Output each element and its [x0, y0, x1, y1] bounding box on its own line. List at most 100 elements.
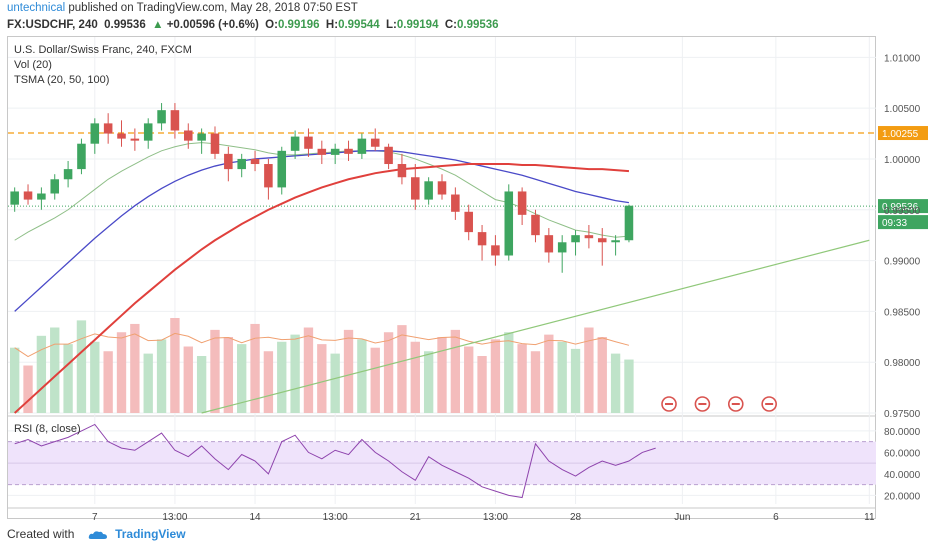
- candle-body: [184, 130, 193, 141]
- author-link[interactable]: untechnical: [7, 2, 66, 14]
- candle-body: [63, 169, 73, 180]
- candle-body: [304, 136, 313, 149]
- price-axis-badge: [878, 126, 928, 141]
- candle-body: [517, 191, 527, 215]
- chart-frame: [7, 36, 876, 519]
- rsi-tick-label: 60.0000: [884, 448, 921, 459]
- volume-bar: [170, 318, 180, 413]
- time-tick-label: 28: [570, 512, 582, 523]
- volume-bar: [624, 359, 634, 413]
- sma-line-2: [14, 163, 630, 414]
- volume-bar: [450, 329, 461, 413]
- volume-bar: [610, 353, 621, 413]
- time-tick-label: Jun: [674, 512, 690, 523]
- candle-body: [130, 138, 140, 141]
- candle-body: [344, 148, 353, 154]
- candle-body: [624, 205, 634, 241]
- volume-bar: [357, 339, 367, 413]
- price-change: +0.00596 (+0.6%): [166, 19, 259, 31]
- rsi-line: [14, 423, 656, 499]
- symbol-line: FX:USDCHF, 240 0.99536 ▲ +0.00596 (+0.6%…: [7, 19, 499, 31]
- volume-bar: [423, 351, 434, 413]
- price-tick-label: 0.98000: [884, 358, 921, 369]
- volume-bar: [63, 344, 73, 413]
- candle-body: [277, 150, 287, 188]
- volume-bar: [517, 344, 527, 413]
- open-value: 0.99196: [277, 19, 320, 31]
- candle-body: [504, 191, 514, 256]
- change-up-icon: ▲: [152, 19, 164, 31]
- volume-bar: [210, 329, 220, 413]
- candle-body: [584, 235, 594, 239]
- price-tick-label: 0.99500: [884, 206, 921, 217]
- volume-bar: [597, 337, 607, 413]
- candle-body: [437, 181, 447, 195]
- volume-bar: [544, 334, 554, 413]
- symbol-label: FX:USDCHF, 240: [7, 19, 98, 31]
- candle-body: [37, 193, 46, 200]
- candle-body: [557, 242, 567, 253]
- candle-body: [411, 177, 420, 200]
- candle-body: [597, 238, 607, 243]
- published-text: published on TradingView.com, May 28, 20…: [65, 2, 358, 14]
- candle-body: [370, 138, 380, 147]
- calendar-event-icon-mark: [765, 403, 774, 405]
- volume-bar: [410, 341, 420, 413]
- candle-body: [23, 191, 33, 200]
- volume-bar: [277, 341, 287, 413]
- open-label: O:: [265, 19, 278, 31]
- candle-body: [531, 214, 540, 236]
- calendar-event-icon-mark: [698, 403, 707, 405]
- volume-bar: [90, 341, 100, 413]
- candle-body: [157, 110, 166, 124]
- volume-bar: [397, 325, 407, 413]
- volume-bar: [10, 347, 20, 413]
- tradingview-brand[interactable]: TradingView: [115, 527, 186, 541]
- volume-bar: [383, 332, 394, 413]
- candle-body: [611, 240, 620, 243]
- time-tick-label: 13:00: [323, 512, 348, 523]
- time-tick-label: 7: [92, 512, 98, 523]
- tsma-legend: TSMA (20, 50, 100): [14, 74, 110, 86]
- volume-bar: [156, 339, 167, 413]
- time-tick-label: 13:00: [162, 512, 187, 523]
- candle-body: [264, 164, 273, 188]
- volume-bar: [50, 327, 60, 413]
- candle-body: [90, 123, 100, 144]
- candle-body: [491, 245, 500, 256]
- volume-bar: [490, 339, 501, 413]
- time-tick-label: 6: [773, 512, 779, 523]
- time-tick-label: 11: [864, 512, 875, 523]
- candle-body: [77, 143, 86, 170]
- volume-bar: [343, 329, 354, 413]
- price-tick-label: 0.97500: [884, 409, 921, 420]
- time-tick-label: 14: [249, 512, 261, 523]
- price-tick-label: 1.01000: [884, 53, 921, 64]
- volume-bar: [530, 351, 541, 413]
- volume-bar: [437, 337, 447, 413]
- price-axis-badge: [878, 199, 928, 214]
- volume-bar: [370, 347, 380, 413]
- footer: Created with TradingView: [7, 527, 186, 541]
- price-tick-label: 0.99000: [884, 257, 921, 268]
- candle-body: [544, 235, 554, 253]
- candle-body: [290, 136, 300, 151]
- created-with-label: Created with: [7, 527, 75, 541]
- volume-bar: [584, 327, 594, 413]
- volume-bar: [250, 323, 260, 413]
- candle-body: [143, 123, 153, 141]
- price-axis-badge-label: 1.00255: [882, 129, 919, 140]
- volume-bar: [103, 351, 113, 413]
- candle-body: [477, 232, 487, 246]
- volume-bar: [330, 353, 340, 413]
- volume-bar: [223, 337, 234, 413]
- volume-bar: [263, 351, 274, 413]
- candle-body: [117, 133, 126, 139]
- candle-body: [103, 123, 113, 134]
- candle-body: [571, 235, 580, 243]
- tradingview-logo-icon: [88, 531, 107, 539]
- volume-bar: [464, 346, 474, 413]
- volume-bar: [557, 341, 567, 413]
- support-trendline: [201, 239, 870, 414]
